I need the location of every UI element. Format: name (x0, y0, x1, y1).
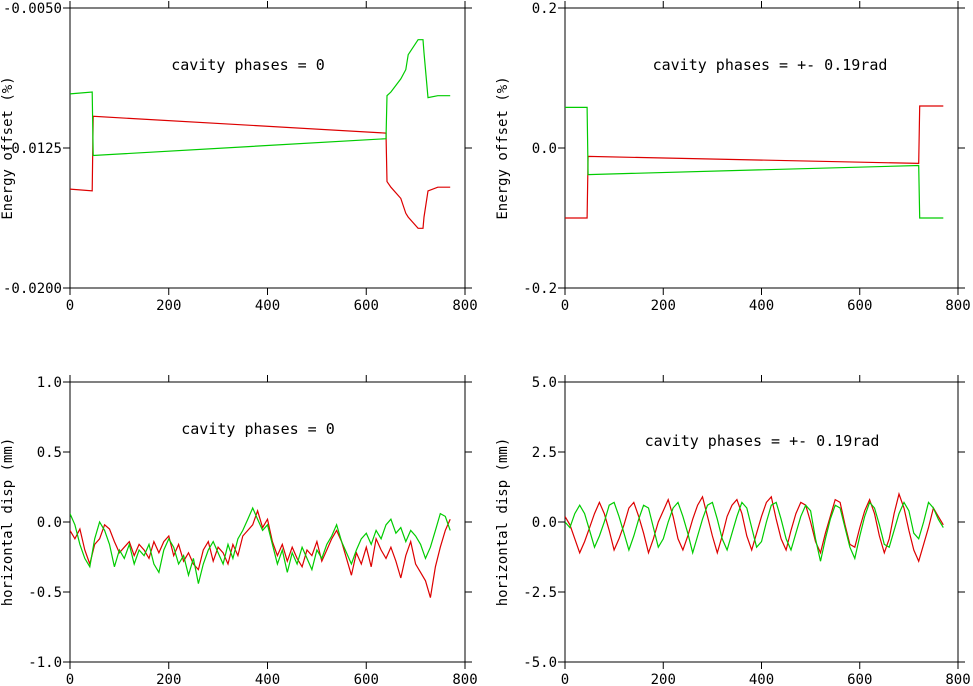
x-tick-label: 400 (749, 672, 774, 686)
plot-frame (69, 7, 466, 289)
annotation-text: cavity phases = +- 0.19rad (645, 432, 880, 450)
y-tick-label: 5.0 (532, 375, 557, 391)
x-tick-label: 0 (561, 298, 569, 314)
chart-panel-4: 0 200 400 600 800 5.0 2.5 0.0 -2.5 -5.0 horizontal… (495, 375, 971, 686)
series-line-1 (70, 508, 451, 598)
y-tick-label: 0.2 (532, 1, 557, 17)
y-tick-label: 0.0 (532, 515, 557, 531)
series-line-2 (70, 39, 451, 157)
x-tick-label: 0 (66, 672, 74, 686)
series-line-1 (70, 115, 451, 229)
chart-panel-2: 0 200 400 600 800 0.2 0.0 -0.2 Energy offset (%)… (495, 1, 971, 314)
y-tick-label: -1.0 (28, 655, 62, 671)
y-axis-label: Energy offset (%) (0, 76, 16, 219)
chart-panel-3: 0 200 400 600 800 1.0 0.5 0.0 -0.5 -1.0 horizontal… (0, 375, 478, 686)
x-tick-label: 600 (847, 672, 872, 686)
annotation-text: cavity phases = 0 (171, 56, 325, 74)
series-line-1 (565, 105, 944, 219)
x-tick-label: 200 (156, 672, 181, 686)
series-line-2 (565, 501, 944, 562)
chart-panel-1: 0 200 400 600 800 -0.0050 -0.0125 -0.0200 Energy… (0, 1, 478, 314)
y-tick-label: -0.5 (28, 585, 62, 601)
annotation-text: cavity phases = 0 (181, 420, 335, 438)
y-tick-label: -0.0125 (3, 141, 62, 157)
y-tick-label: -0.0200 (3, 281, 62, 297)
y-tick-label: 2.5 (532, 445, 557, 461)
x-tick-label: 200 (156, 298, 181, 314)
y-axis-label: Energy offset (%) (495, 76, 511, 219)
x-tick-label: 600 (354, 298, 379, 314)
y-tick-label: -5.0 (523, 655, 557, 671)
y-tick-label: 0.0 (532, 141, 557, 157)
x-tick-label: 0 (561, 672, 569, 686)
x-tick-label: 200 (651, 298, 676, 314)
plot-frame (564, 7, 959, 289)
x-tick-label: 800 (945, 298, 970, 314)
series-line-1 (565, 491, 944, 563)
y-tick-label: -0.2 (523, 281, 557, 297)
y-tick-label: 1.0 (37, 375, 62, 391)
x-tick-label: 600 (354, 672, 379, 686)
series-line-2 (565, 106, 944, 219)
x-tick-label: 800 (452, 672, 477, 686)
x-tick-label: 200 (651, 672, 676, 686)
y-tick-label: -0.0050 (3, 1, 62, 17)
x-tick-label: 800 (452, 298, 477, 314)
series-line-2 (70, 506, 451, 584)
x-tick-label: 0 (66, 298, 74, 314)
x-tick-label: 600 (847, 298, 872, 314)
plot-frame (564, 381, 959, 663)
y-tick-label: 0.5 (37, 445, 62, 461)
y-tick-label: 0.0 (37, 515, 62, 531)
y-axis-label: horizontal disp (mm) (495, 438, 511, 607)
y-axis-label: horizontal disp (mm) (0, 438, 16, 607)
y-tick-label: -2.5 (523, 585, 557, 601)
annotation-text: cavity phases = +- 0.19rad (653, 56, 888, 74)
x-tick-label: 400 (749, 298, 774, 314)
x-tick-label: 400 (255, 672, 280, 686)
x-tick-label: 800 (945, 672, 970, 686)
x-tick-label: 400 (255, 298, 280, 314)
